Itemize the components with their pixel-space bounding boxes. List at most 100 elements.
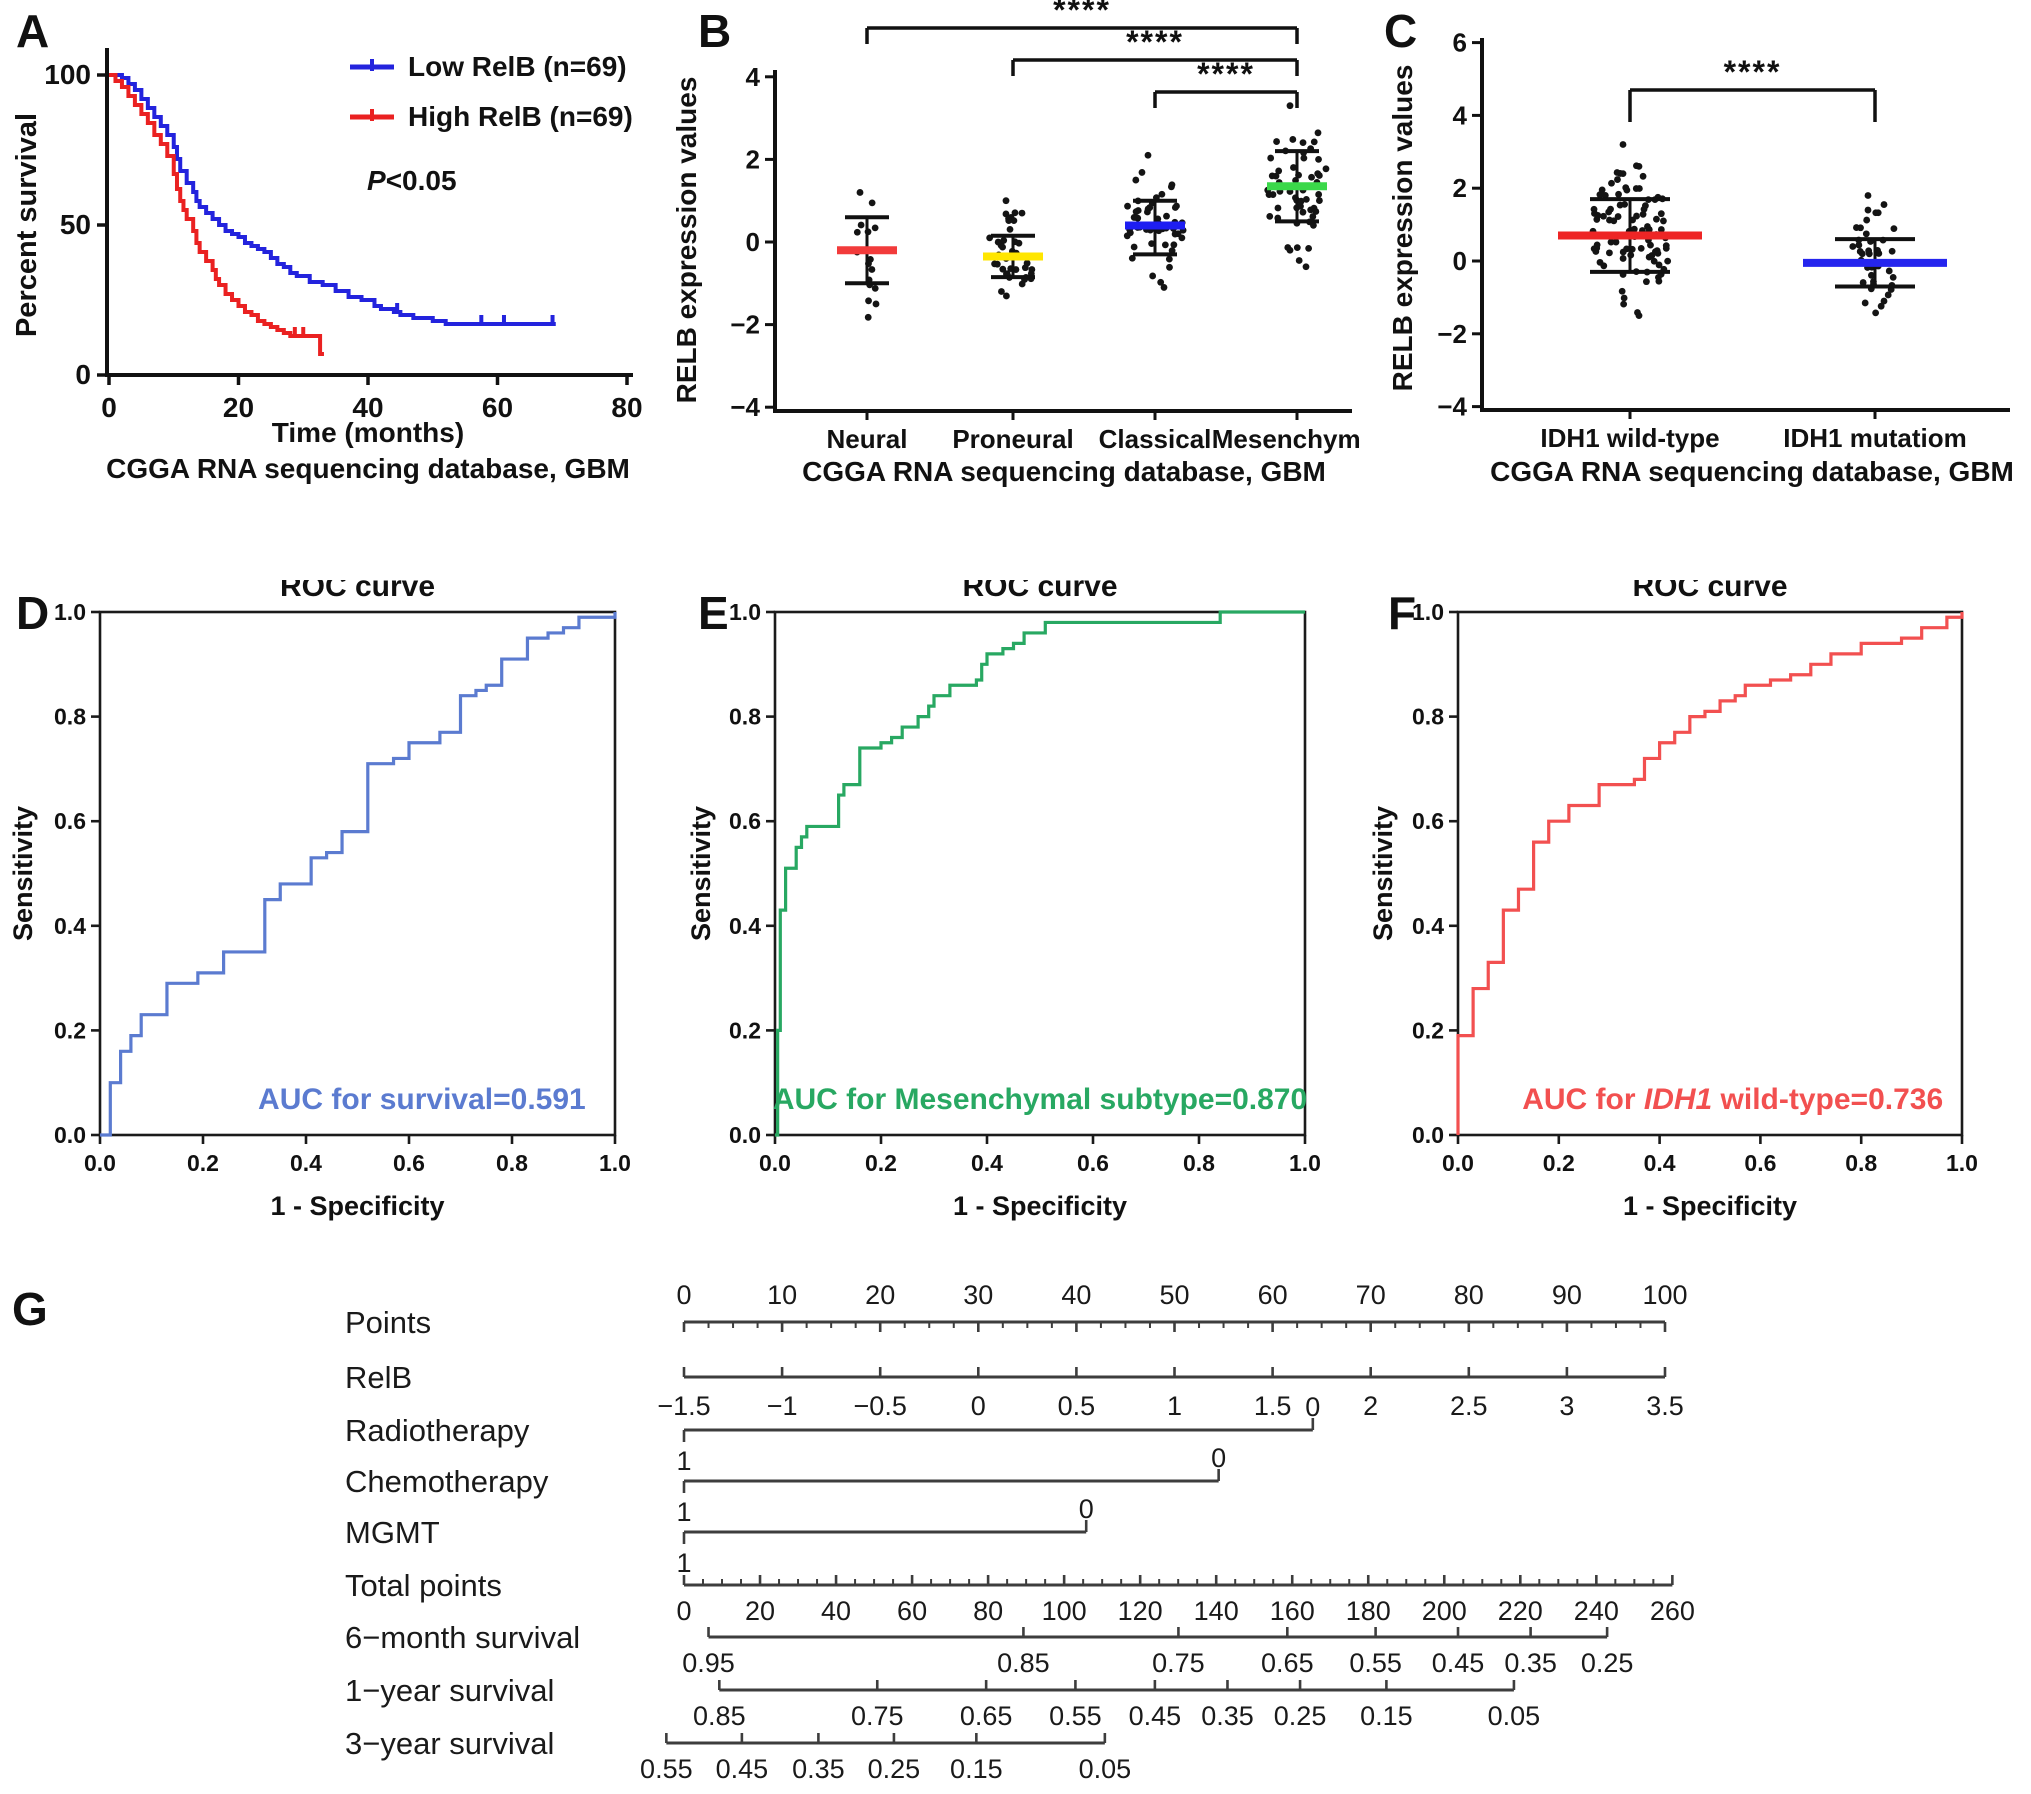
panel-d-letter: D (16, 587, 50, 639)
svg-text:0.95: 0.95 (682, 1648, 735, 1678)
svg-text:0.35: 0.35 (1504, 1648, 1557, 1678)
svg-text:****: **** (1053, 0, 1111, 28)
svg-text:0.45: 0.45 (1129, 1701, 1182, 1731)
svg-text:Time (months): Time (months) (272, 417, 464, 448)
svg-text:260: 260 (1650, 1596, 1695, 1626)
svg-text:0.4: 0.4 (729, 913, 761, 939)
svg-text:50: 50 (60, 209, 91, 240)
svg-text:CGGA RNA sequencing database,: CGGA RNA sequencing database, GBM (106, 453, 630, 484)
svg-text:CGGA RNA sequencing database,: CGGA RNA sequencing database, GBM (802, 456, 1326, 487)
svg-text:P<0.05: P<0.05 (367, 165, 457, 196)
svg-text:0: 0 (971, 1391, 986, 1421)
svg-text:0.6: 0.6 (1077, 1150, 1109, 1176)
svg-text:0: 0 (1305, 1392, 1320, 1422)
svg-text:80: 80 (1454, 1280, 1484, 1310)
svg-text:3−year survival: 3−year survival (345, 1726, 554, 1761)
svg-text:Sensitivity: Sensitivity (8, 806, 38, 941)
svg-text:6−month survival: 6−month survival (345, 1620, 580, 1655)
panel-e-roc-chart: 0.0 0.2 0.4 0.6 0.8 1.0 0.0 0.2 0.4 0.6 0.8 1.0 ROC … (686, 580, 1321, 1221)
svg-text:0.8: 0.8 (1845, 1150, 1877, 1176)
svg-text:0.25: 0.25 (1581, 1648, 1634, 1678)
svg-text:180: 180 (1346, 1596, 1391, 1626)
svg-text:1: 1 (676, 1548, 691, 1578)
svg-text:MGMT: MGMT (345, 1515, 440, 1550)
svg-text:−1.5: −1.5 (657, 1391, 710, 1421)
panel-c-dotplot-chart: −4 −2 0 2 4 6 RELB expression values IDH1 wild-… (1387, 28, 2014, 487)
svg-text:20: 20 (223, 392, 254, 423)
svg-text:80: 80 (611, 392, 642, 423)
svg-text:0.6: 0.6 (729, 808, 761, 834)
svg-text:0.5: 0.5 (1058, 1391, 1096, 1421)
svg-text:1.5: 1.5 (1254, 1391, 1292, 1421)
panel-g-letter: G (12, 1283, 48, 1335)
svg-text:Radiotherapy: Radiotherapy (345, 1413, 530, 1448)
svg-text:1 - Specificity: 1 - Specificity (270, 1191, 444, 1221)
panel-b-letter: B (698, 5, 732, 57)
svg-text:30: 30 (963, 1280, 993, 1310)
svg-text:0.45: 0.45 (1432, 1648, 1485, 1678)
svg-text:20: 20 (745, 1596, 775, 1626)
svg-text:AUC for IDH1 wild-type=0.736: AUC for IDH1 wild-type=0.736 (1522, 1083, 1943, 1116)
svg-text:−4: −4 (730, 392, 760, 422)
svg-text:3.5: 3.5 (1646, 1391, 1684, 1421)
panel-a-letter: A (16, 5, 50, 57)
svg-text:0.4: 0.4 (971, 1150, 1003, 1176)
svg-text:70: 70 (1356, 1280, 1386, 1310)
svg-text:0.55: 0.55 (1349, 1648, 1402, 1678)
svg-text:100: 100 (44, 59, 91, 90)
svg-text:−2: −2 (730, 310, 760, 340)
svg-text:0.85: 0.85 (693, 1701, 746, 1731)
svg-text:120: 120 (1118, 1596, 1163, 1626)
svg-text:0.15: 0.15 (950, 1754, 1003, 1784)
svg-text:60: 60 (1258, 1280, 1288, 1310)
svg-text:0.8: 0.8 (496, 1150, 528, 1176)
svg-text:6: 6 (1453, 28, 1467, 58)
svg-text:1−year survival: 1−year survival (345, 1673, 554, 1708)
svg-text:0: 0 (676, 1596, 691, 1626)
svg-text:10: 10 (767, 1280, 797, 1310)
svg-text:1.0: 1.0 (54, 599, 86, 625)
svg-text:0.2: 0.2 (1543, 1150, 1575, 1176)
svg-text:1: 1 (1167, 1391, 1182, 1421)
svg-text:IDH1 mutatiom: IDH1 mutatiom (1783, 423, 1966, 453)
svg-text:100: 100 (1642, 1280, 1687, 1310)
panel-e-letter: E (698, 587, 729, 639)
svg-text:1.0: 1.0 (599, 1150, 631, 1176)
svg-text:2: 2 (746, 144, 760, 174)
svg-text:200: 200 (1422, 1596, 1467, 1626)
panel-f-roc-chart: 0.0 0.2 0.4 0.6 0.8 1.0 0.0 0.2 0.4 0.6 0.8 1.0 ROC … (1368, 580, 1978, 1221)
svg-text:1.0: 1.0 (1946, 1150, 1978, 1176)
svg-text:ROC curve: ROC curve (280, 580, 435, 603)
svg-text:1.0: 1.0 (1412, 599, 1444, 625)
svg-text:ROC curve: ROC curve (962, 580, 1117, 603)
svg-text:0.65: 0.65 (1261, 1648, 1314, 1678)
svg-text:AUC for Mesenchymal subtype=0.: AUC for Mesenchymal subtype=0.870 (773, 1083, 1307, 1116)
panel-d-roc-chart: 0.0 0.2 0.4 0.6 0.8 1.0 0.0 0.2 0.4 0.6 0.8 1.0 ROC … (8, 580, 631, 1221)
svg-text:Low RelB (n=69): Low RelB (n=69) (408, 51, 627, 82)
panel-f-letter: F (1388, 587, 1417, 639)
svg-text:40: 40 (821, 1596, 851, 1626)
svg-text:0.6: 0.6 (1744, 1150, 1776, 1176)
panel-c-letter: C (1384, 5, 1418, 57)
svg-text:0.8: 0.8 (1183, 1150, 1215, 1176)
svg-text:Sensitivity: Sensitivity (1368, 806, 1398, 941)
svg-text:0.65: 0.65 (960, 1701, 1013, 1731)
svg-text:RELB expression values: RELB expression values (671, 77, 702, 404)
svg-text:0.6: 0.6 (1412, 808, 1444, 834)
svg-text:3: 3 (1559, 1391, 1574, 1421)
svg-text:0.8: 0.8 (54, 704, 86, 730)
svg-text:1: 1 (676, 1446, 691, 1476)
svg-text:0: 0 (101, 392, 117, 423)
svg-text:1.0: 1.0 (1289, 1150, 1321, 1176)
svg-text:40: 40 (352, 392, 383, 423)
svg-text:0: 0 (75, 359, 91, 390)
svg-text:60: 60 (897, 1596, 927, 1626)
svg-text:****: **** (1197, 56, 1255, 92)
svg-text:4: 4 (1453, 100, 1468, 130)
svg-text:AUC for survival=0.591: AUC for survival=0.591 (258, 1083, 586, 1116)
svg-text:0.0: 0.0 (729, 1122, 761, 1148)
svg-text:0.2: 0.2 (187, 1150, 219, 1176)
panel-a-km-chart: 0 50 100 0 20 40 60 80 Time (months) CGGA RNA seq… (11, 48, 643, 484)
svg-text:Sensitivity: Sensitivity (686, 806, 716, 941)
